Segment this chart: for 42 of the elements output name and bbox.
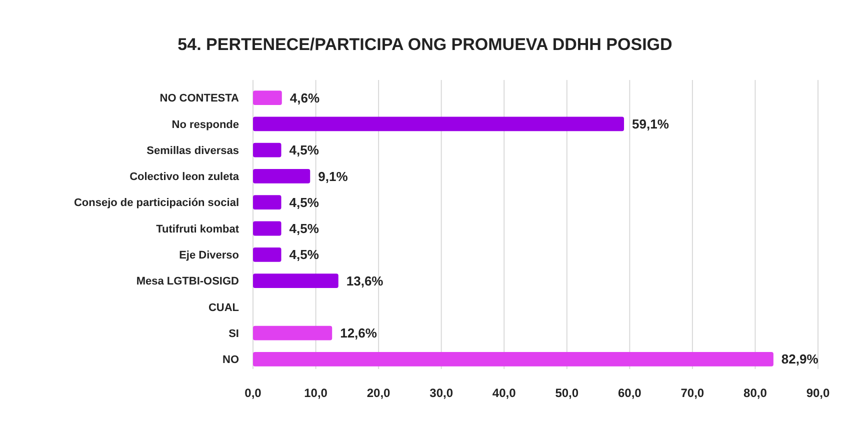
- x-tick-label: 30,0: [430, 386, 454, 400]
- bar: [253, 221, 282, 236]
- y-tick-label: NO: [222, 354, 240, 366]
- x-tick-label: 80,0: [744, 386, 768, 400]
- data-label: 13,6%: [346, 273, 384, 288]
- bar: [253, 90, 282, 105]
- data-label: 4,5%: [289, 194, 320, 210]
- y-tick-label: No responde: [172, 118, 239, 131]
- data-label: 9,1%: [318, 168, 348, 184]
- bar: [253, 247, 282, 262]
- y-tick-label: Tutifruti kombat: [156, 223, 240, 236]
- data-label: 82,9%: [781, 352, 819, 367]
- data-label: 12,6%: [340, 326, 378, 341]
- bar: [253, 274, 338, 288]
- x-tick-label: 50,0: [555, 386, 579, 400]
- y-tick-label: Colectivo leon zuleta: [130, 171, 240, 184]
- data-label: 4,6%: [290, 90, 320, 106]
- data-label: 59,1%: [632, 116, 670, 132]
- bar: [253, 326, 332, 340]
- y-tick-label: Mesa LGTBI-OSIGD: [136, 276, 240, 288]
- bar: [253, 352, 774, 366]
- chart-title: 54. PERTENECE/PARTICIPA ONG PROMUEVA DDHH POSIGD: [178, 35, 672, 54]
- data-label: 4,5%: [289, 221, 320, 236]
- x-tick-label: 70,0: [680, 386, 704, 400]
- y-tick-label: Eje Diverso: [179, 249, 240, 262]
- y-tick-label: CUAL: [208, 302, 240, 314]
- y-tick-label: SI: [228, 328, 239, 340]
- data-label: 4,5%: [289, 142, 320, 158]
- data-label: 4,5%: [289, 247, 320, 262]
- y-tick-label: NO CONTESTA: [160, 92, 240, 105]
- x-tick-label: 90,0: [806, 386, 830, 400]
- x-tick-label: 10,0: [304, 386, 328, 400]
- bar: [253, 142, 282, 158]
- x-tick-label: 40,0: [492, 386, 516, 400]
- y-tick-label: Consejo de participación social: [74, 197, 239, 210]
- x-tick-label: 0,0: [244, 386, 262, 400]
- x-tick-label: 20,0: [366, 386, 391, 400]
- bar: [253, 116, 624, 132]
- bar: [253, 195, 282, 210]
- y-tick-label: Semillas diversas: [146, 144, 239, 157]
- x-tick-label: 60,0: [618, 386, 642, 400]
- bar: [253, 169, 310, 184]
